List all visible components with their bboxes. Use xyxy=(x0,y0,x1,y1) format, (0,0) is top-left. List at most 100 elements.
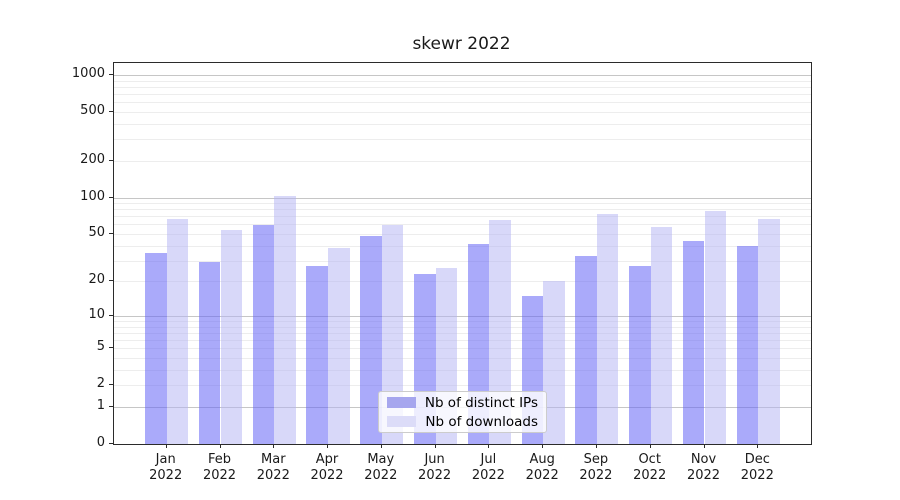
gridline-minor xyxy=(114,224,811,226)
bar-sep-downloads xyxy=(596,214,619,444)
x-tick-label-feb: Feb 2022 xyxy=(202,452,237,483)
bar-feb-ips xyxy=(198,262,221,444)
y-tick-label-500: 500 xyxy=(80,102,105,118)
gridline-minor xyxy=(114,369,811,371)
x-tick-label-mar: Mar 2022 xyxy=(256,452,290,483)
y-tick-mark xyxy=(109,280,113,282)
x-tick-mark xyxy=(434,444,436,448)
bar-dec-downloads xyxy=(758,219,780,444)
gridline-minor xyxy=(114,260,811,262)
y-tick-mark xyxy=(109,314,113,316)
legend-swatch-distinct-ips xyxy=(387,397,416,408)
y-tick-label-50: 50 xyxy=(88,225,105,240)
y-tick-mark xyxy=(109,196,113,198)
legend-label-distinct-ips: Nb of distinct IPs xyxy=(424,394,538,411)
x-tick-mark xyxy=(757,444,759,448)
bar-apr-ips xyxy=(306,266,328,444)
y-tick-label-0: 0 xyxy=(96,435,105,450)
y-tick-mark xyxy=(109,233,113,234)
bar-jan-downloads xyxy=(166,218,189,444)
y-tick-mark xyxy=(109,384,113,386)
gridline-minor xyxy=(114,80,811,82)
legend: Nb of distinct IPs Nb of downloads xyxy=(378,391,547,433)
y-tick-mark xyxy=(109,74,113,75)
gridline-major xyxy=(114,315,811,317)
y-tick-label-200: 200 xyxy=(80,151,105,167)
bar-aug-downloads xyxy=(543,281,565,444)
y-tick-label-100: 100 xyxy=(80,188,105,204)
gridline-minor xyxy=(114,209,811,211)
bar-nov-ips xyxy=(682,240,705,444)
x-tick-mark xyxy=(488,444,490,448)
x-tick-label-jul: Jul 2022 xyxy=(471,452,505,483)
bar-oct-downloads xyxy=(650,227,673,444)
x-tick-label-may: May 2022 xyxy=(364,452,398,483)
x-tick-label-sep: Sep 2022 xyxy=(579,452,613,483)
x-tick-label-jan: Jan 2022 xyxy=(149,452,183,483)
gridline-minor xyxy=(114,326,811,328)
bar-may-downloads xyxy=(381,225,404,444)
x-tick-mark xyxy=(595,444,597,448)
y-tick-label-5: 5 xyxy=(96,339,105,355)
bar-jan-ips xyxy=(145,252,167,444)
x-tick-mark xyxy=(380,444,382,448)
x-tick-mark xyxy=(327,444,328,448)
gridline-minor xyxy=(114,123,811,125)
x-tick-label-jun: Jun 2022 xyxy=(418,452,452,483)
x-tick-label-oct: Oct 2022 xyxy=(633,452,667,483)
legend-item-distinct-ips: Nb of distinct IPs xyxy=(385,395,540,411)
bar-sep-ips xyxy=(575,255,597,444)
y-tick-label-1: 1 xyxy=(96,398,105,413)
x-tick-mark xyxy=(542,444,544,448)
gridline-minor xyxy=(114,86,811,88)
y-tick-label-1000: 1000 xyxy=(71,66,105,81)
legend-label-downloads: Nb of downloads xyxy=(425,413,538,430)
plot-area xyxy=(113,62,812,445)
chart-title: skewr 2022 xyxy=(412,34,511,54)
gridline-major xyxy=(114,75,811,76)
gridline-minor xyxy=(114,348,811,350)
x-tick-label-apr: Apr 2022 xyxy=(310,452,344,483)
gridline-minor xyxy=(114,102,811,104)
y-tick-label-20: 20 xyxy=(88,272,105,288)
gridline-minor xyxy=(114,245,811,247)
x-tick-mark xyxy=(219,444,221,448)
bar-mar-downloads xyxy=(274,196,296,444)
x-tick-label-aug: Aug 2022 xyxy=(525,452,559,483)
gridline-major xyxy=(114,197,811,199)
gridline-minor xyxy=(114,321,811,322)
y-tick-label-10: 10 xyxy=(88,306,105,322)
gridline-minor xyxy=(114,216,811,218)
gridline-minor xyxy=(114,160,811,162)
x-tick-mark xyxy=(165,444,167,448)
x-tick-mark xyxy=(703,444,705,448)
gridline-minor xyxy=(114,340,811,342)
y-tick-mark xyxy=(109,110,113,112)
legend-swatch-downloads xyxy=(387,416,416,427)
y-tick-mark xyxy=(109,159,113,161)
bar-may-ips xyxy=(360,236,382,444)
bar-jul-downloads xyxy=(489,220,511,444)
bar-nov-downloads xyxy=(704,210,727,444)
gridline-minor xyxy=(114,385,811,387)
gridline-minor xyxy=(114,139,811,141)
gridline-minor xyxy=(114,281,811,283)
gridline-minor xyxy=(114,358,811,359)
bar-apr-downloads xyxy=(328,248,350,444)
gridline-minor xyxy=(114,203,811,204)
x-tick-mark xyxy=(649,444,651,448)
gridline-minor xyxy=(114,94,811,95)
gridline-minor xyxy=(114,234,811,235)
gridline-minor xyxy=(114,111,811,113)
bar-dec-ips xyxy=(736,245,759,444)
x-tick-label-dec: Dec 2022 xyxy=(740,452,774,483)
bar-mar-ips xyxy=(252,225,275,444)
x-tick-label-nov: Nov 2022 xyxy=(686,452,721,483)
y-tick-mark xyxy=(109,443,113,444)
bar-feb-downloads xyxy=(220,229,243,444)
x-tick-mark xyxy=(273,444,275,448)
bar-oct-ips xyxy=(629,266,651,444)
y-tick-mark xyxy=(109,406,113,407)
y-tick-label-2: 2 xyxy=(96,376,105,392)
